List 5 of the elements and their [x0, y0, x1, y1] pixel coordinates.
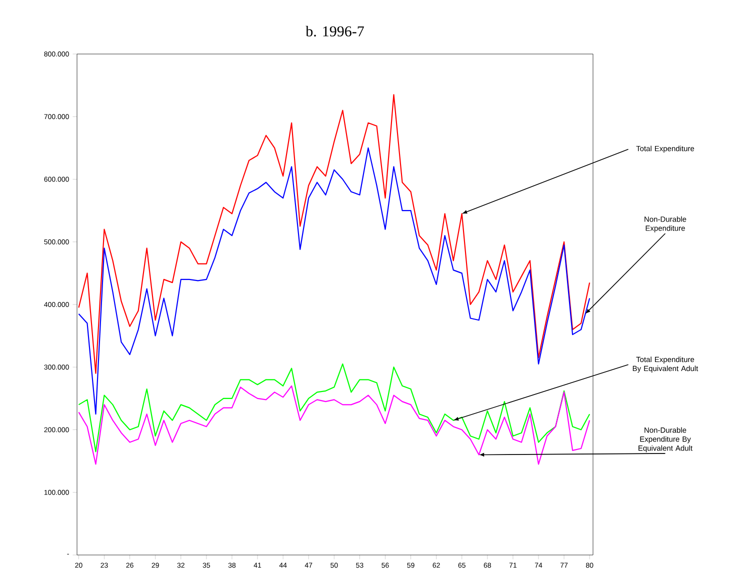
line-series [78, 363, 590, 452]
line-series [78, 147, 590, 415]
line-series [78, 94, 590, 374]
line-series [78, 385, 590, 465]
chart-title: b. 1996-7 [306, 26, 364, 36]
